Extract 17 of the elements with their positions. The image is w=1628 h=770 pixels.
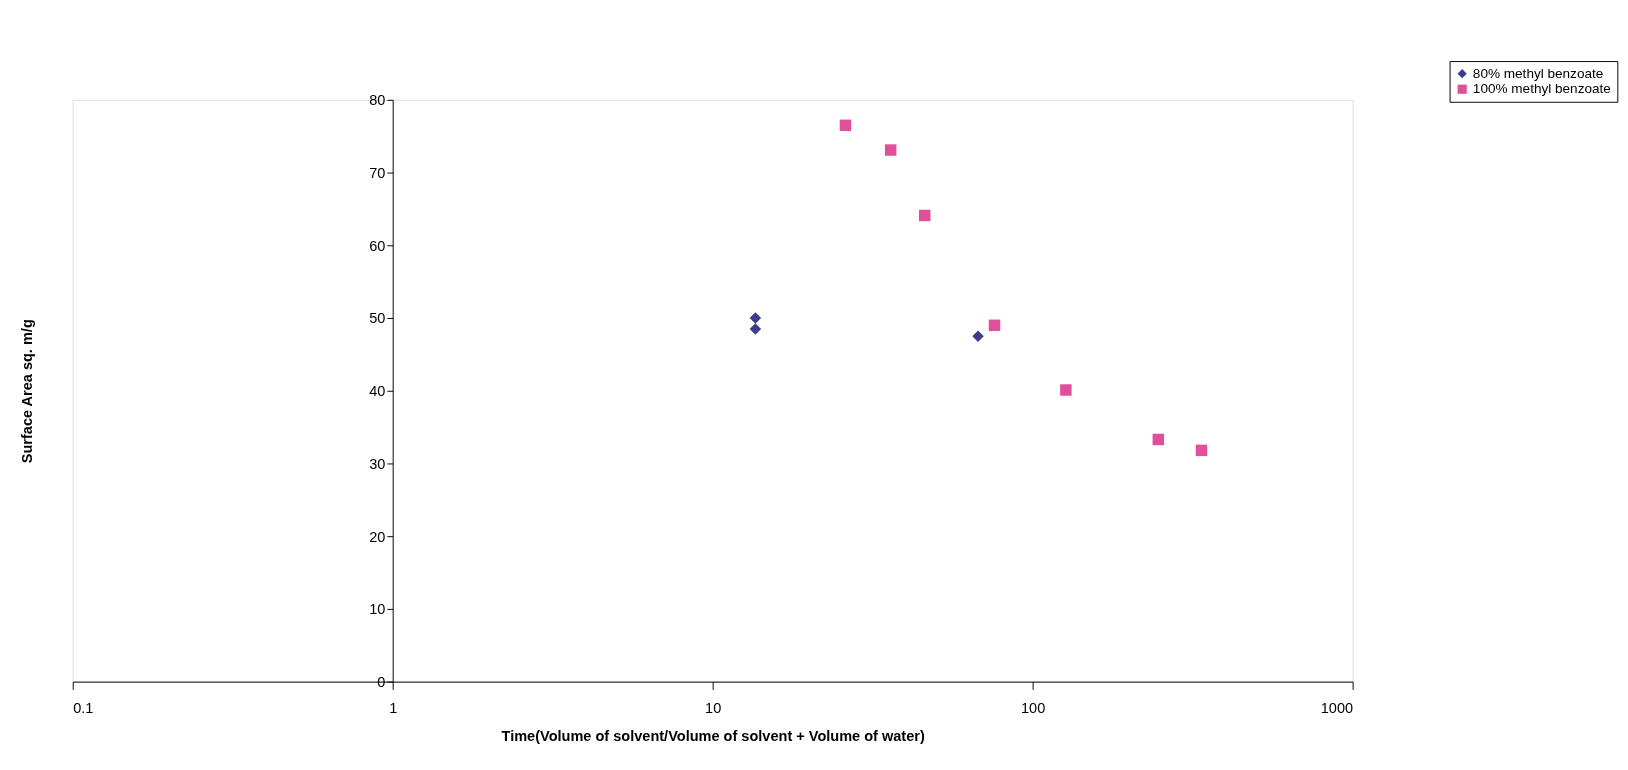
- y-tick-label: 70: [369, 164, 386, 181]
- y-tick-label: 10: [369, 601, 386, 618]
- legend-label: 100% methyl benzoate: [1472, 81, 1611, 97]
- x-tick-label: 10: [705, 700, 722, 717]
- y-axis-title: Surface Area sq. m/g: [18, 319, 35, 464]
- x-tick-label: 0.1: [73, 700, 94, 717]
- y-tick-label: 60: [369, 237, 386, 254]
- x-tick-label: 100: [1021, 700, 1046, 717]
- x-axis-title: Time(Volume of solvent/Volume of solvent + Volume of water): [501, 728, 925, 745]
- y-tick-label: 40: [369, 383, 386, 400]
- y-tick-label: 80: [369, 92, 386, 109]
- y-tick-label: 20: [369, 528, 386, 545]
- y-tick-label: 50: [369, 310, 386, 327]
- x-tick-label: 1000: [1320, 700, 1354, 717]
- y-tick-label: 30: [369, 455, 386, 472]
- legend-label: 80% methyl benzoate: [1472, 65, 1604, 81]
- x-tick-label: 1: [389, 700, 398, 717]
